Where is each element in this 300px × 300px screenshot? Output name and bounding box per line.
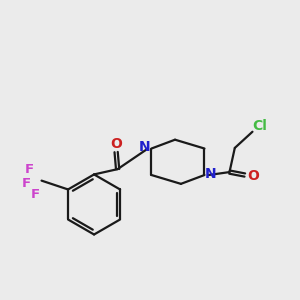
Text: N: N (139, 140, 151, 154)
Text: F: F (22, 177, 31, 190)
Text: F: F (25, 163, 34, 176)
Text: N: N (205, 167, 217, 181)
Text: Cl: Cl (252, 119, 267, 134)
Text: O: O (247, 169, 259, 184)
Text: O: O (110, 137, 122, 151)
Text: F: F (31, 188, 40, 201)
